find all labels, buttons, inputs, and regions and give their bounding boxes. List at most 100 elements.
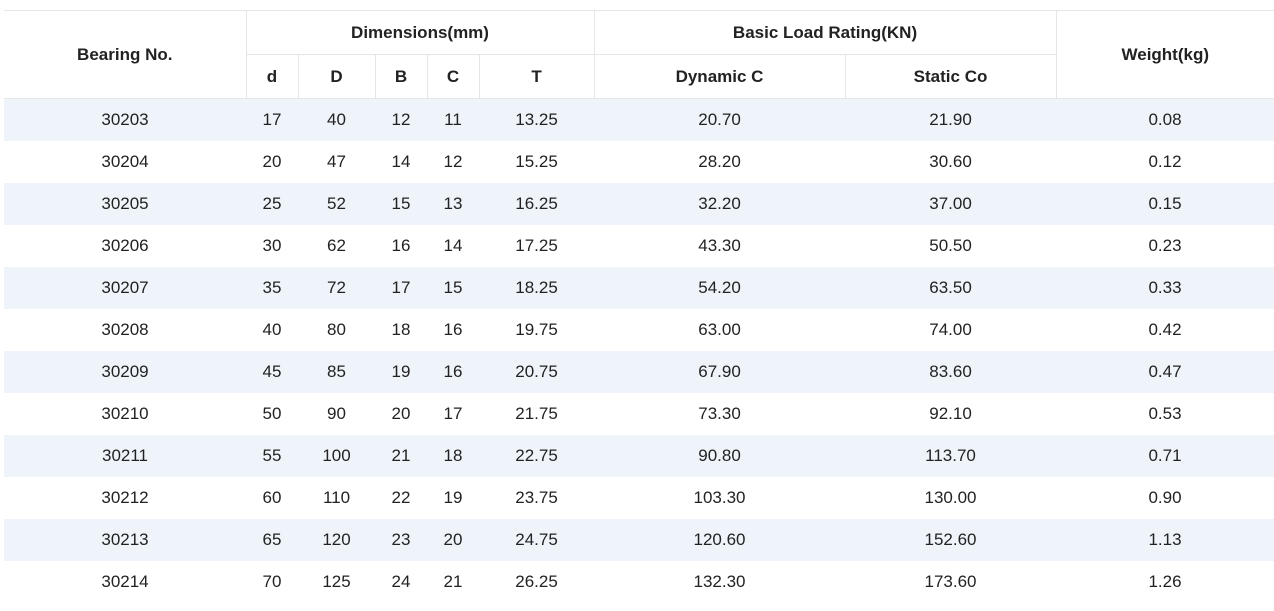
cell-T: 16.25 <box>479 183 595 225</box>
cell-B: 18 <box>375 309 427 351</box>
cell-d: 55 <box>246 435 298 477</box>
header-D-outer: D <box>297 54 375 99</box>
cell-d: 65 <box>246 519 298 561</box>
header-bearing-no: Bearing No. <box>4 10 246 99</box>
cell-C: 19 <box>427 477 479 519</box>
cell-dynamic-c: 103.30 <box>594 477 846 519</box>
cell-d: 50 <box>246 393 298 435</box>
cell-C: 18 <box>427 435 479 477</box>
cell-static-co: 63.50 <box>845 267 1057 309</box>
cell-C: 12 <box>427 141 479 183</box>
table-row: 30203 17 40 12 11 13.25 20.70 21.90 0.08 <box>4 98 1274 141</box>
cell-B: 22 <box>375 477 427 519</box>
cell-dynamic-c: 20.70 <box>594 98 846 141</box>
cell-B: 20 <box>375 393 427 435</box>
header-B: B <box>374 54 427 99</box>
cell-T: 21.75 <box>479 393 595 435</box>
cell-d: 17 <box>246 98 298 141</box>
cell-B: 16 <box>375 225 427 267</box>
cell-d: 30 <box>246 225 298 267</box>
cell-C: 20 <box>427 519 479 561</box>
cell-T: 24.75 <box>479 519 595 561</box>
cell-weight: 0.15 <box>1056 183 1274 225</box>
cell-C: 21 <box>427 561 479 603</box>
cell-B: 14 <box>375 141 427 183</box>
cell-bearing-no: 30210 <box>4 393 246 435</box>
cell-dynamic-c: 28.20 <box>594 141 846 183</box>
cell-T: 26.25 <box>479 561 595 603</box>
cell-dynamic-c: 43.30 <box>594 225 846 267</box>
cell-D: 125 <box>298 561 375 603</box>
cell-weight: 0.12 <box>1056 141 1274 183</box>
cell-weight: 0.90 <box>1056 477 1274 519</box>
cell-bearing-no: 30214 <box>4 561 246 603</box>
cell-C: 14 <box>427 225 479 267</box>
cell-dynamic-c: 63.00 <box>594 309 846 351</box>
cell-d: 35 <box>246 267 298 309</box>
header-T: T <box>478 54 595 99</box>
cell-bearing-no: 30209 <box>4 351 246 393</box>
cell-T: 20.75 <box>479 351 595 393</box>
cell-D: 40 <box>298 98 375 141</box>
table-row: 30208 40 80 18 16 19.75 63.00 74.00 0.42 <box>4 309 1274 351</box>
cell-d: 40 <box>246 309 298 351</box>
cell-bearing-no: 30205 <box>4 183 246 225</box>
cell-B: 15 <box>375 183 427 225</box>
cell-weight: 0.33 <box>1056 267 1274 309</box>
cell-T: 13.25 <box>479 98 595 141</box>
cell-dynamic-c: 132.30 <box>594 561 846 603</box>
cell-static-co: 173.60 <box>845 561 1057 603</box>
table-row: 30212 60 110 22 19 23.75 103.30 130.00 0.90 <box>4 477 1274 519</box>
cell-weight: 0.23 <box>1056 225 1274 267</box>
cell-T: 22.75 <box>479 435 595 477</box>
cell-static-co: 74.00 <box>845 309 1057 351</box>
cell-dynamic-c: 120.60 <box>594 519 846 561</box>
cell-weight: 0.53 <box>1056 393 1274 435</box>
cell-D: 110 <box>298 477 375 519</box>
cell-C: 16 <box>427 309 479 351</box>
cell-weight: 0.08 <box>1056 98 1274 141</box>
cell-bearing-no: 30211 <box>4 435 246 477</box>
table-row: 30206 30 62 16 14 17.25 43.30 50.50 0.23 <box>4 225 1274 267</box>
cell-T: 17.25 <box>479 225 595 267</box>
header-d-inner: d <box>245 54 298 99</box>
bearing-spec-table: Bearing No. Dimensions(mm) Basic Load Ra… <box>4 10 1274 603</box>
cell-static-co: 92.10 <box>845 393 1057 435</box>
cell-C: 16 <box>427 351 479 393</box>
cell-static-co: 152.60 <box>845 519 1057 561</box>
cell-weight: 1.26 <box>1056 561 1274 603</box>
cell-bearing-no: 30206 <box>4 225 246 267</box>
cell-D: 72 <box>298 267 375 309</box>
cell-D: 62 <box>298 225 375 267</box>
cell-bearing-no: 30203 <box>4 98 246 141</box>
cell-static-co: 30.60 <box>845 141 1057 183</box>
header-dimensions: Dimensions(mm) <box>245 10 595 55</box>
cell-D: 47 <box>298 141 375 183</box>
cell-static-co: 50.50 <box>845 225 1057 267</box>
header-dynamic: Dynamic C <box>593 54 846 99</box>
cell-static-co: 21.90 <box>845 98 1057 141</box>
cell-C: 17 <box>427 393 479 435</box>
cell-static-co: 113.70 <box>845 435 1057 477</box>
cell-bearing-no: 30208 <box>4 309 246 351</box>
table-row: 30209 45 85 19 16 20.75 67.90 83.60 0.47 <box>4 351 1274 393</box>
cell-static-co: 83.60 <box>845 351 1057 393</box>
header-weight: Weight(kg) <box>1055 10 1274 99</box>
cell-B: 17 <box>375 267 427 309</box>
cell-B: 12 <box>375 98 427 141</box>
cell-dynamic-c: 54.20 <box>594 267 846 309</box>
cell-T: 18.25 <box>479 267 595 309</box>
cell-C: 11 <box>427 98 479 141</box>
cell-d: 60 <box>246 477 298 519</box>
cell-d: 70 <box>246 561 298 603</box>
cell-d: 20 <box>246 141 298 183</box>
cell-B: 21 <box>375 435 427 477</box>
cell-D: 120 <box>298 519 375 561</box>
cell-B: 19 <box>375 351 427 393</box>
header-static: Static Co <box>844 54 1057 99</box>
cell-D: 52 <box>298 183 375 225</box>
header-load-rating: Basic Load Rating(KN) <box>593 10 1057 55</box>
cell-C: 15 <box>427 267 479 309</box>
cell-weight: 1.13 <box>1056 519 1274 561</box>
cell-D: 85 <box>298 351 375 393</box>
